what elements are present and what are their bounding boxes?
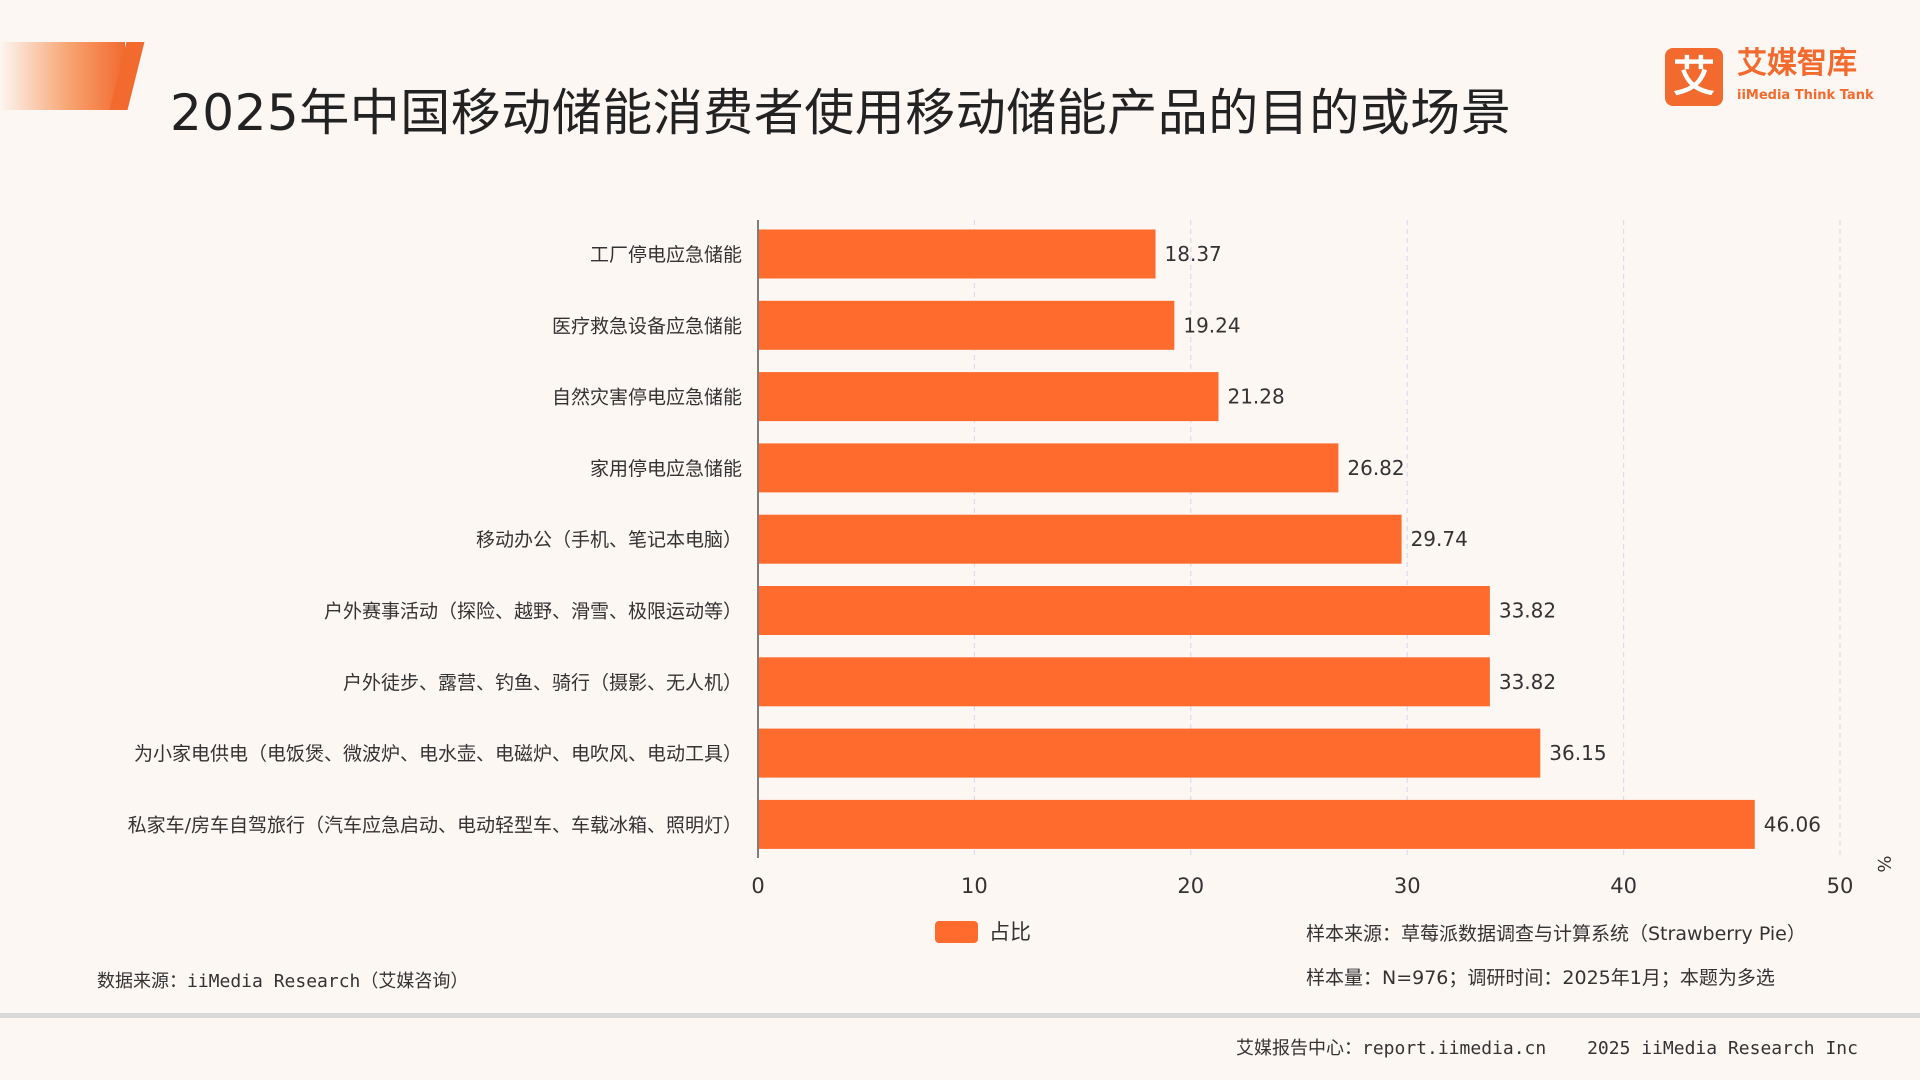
logo-chinese-name: 艾媒智库 bbox=[1737, 46, 1857, 81]
bar-chart: 0 10 20 30 40 50% 18.37 工厂停电应急储能 19.24 医疗救急设备应急储能… bbox=[128, 220, 1894, 898]
data-label-8: 46.06 bbox=[1764, 812, 1821, 836]
footer-report-center: 艾媒报告中心：report.iimedia.cn bbox=[1235, 1038, 1547, 1059]
category-label-5: 户外赛事活动（探险、越野、滑雪、极限运动等） bbox=[324, 601, 742, 623]
footer: 艾媒报告中心：report.iimedia.cn 2025 iiMedia Re… bbox=[1236, 1036, 1858, 1062]
bar-6 bbox=[759, 657, 1490, 707]
data-label-6: 33.82 bbox=[1499, 670, 1556, 694]
logo-english-name: iiMedia Think Tank bbox=[1737, 88, 1874, 103]
sample-size-note: 样本量：N=976；调研时间：2025年1月；本题为多选 bbox=[1306, 967, 1775, 989]
data-label-1: 19.24 bbox=[1183, 313, 1240, 337]
x-axis-unit: % bbox=[1873, 855, 1894, 872]
data-label-0: 18.37 bbox=[1165, 242, 1222, 266]
bar-1 bbox=[759, 300, 1175, 350]
x-tick-label-5: 50 bbox=[1827, 874, 1854, 898]
x-tick-label-2: 20 bbox=[1177, 874, 1204, 898]
legend-label: 占比 bbox=[989, 920, 1031, 944]
bar-8 bbox=[759, 799, 1755, 849]
bar-7 bbox=[759, 728, 1541, 778]
bar-3 bbox=[759, 443, 1339, 493]
data-label-4: 29.74 bbox=[1411, 527, 1468, 551]
footer-divider bbox=[0, 1013, 1920, 1018]
x-tick-label-1: 10 bbox=[961, 874, 988, 898]
bar-0 bbox=[759, 229, 1156, 279]
x-tick-label-3: 30 bbox=[1394, 874, 1421, 898]
data-label-2: 21.28 bbox=[1227, 385, 1284, 409]
category-label-7: 为小家电供电（电饭煲、微波炉、电水壶、电磁炉、电吹风、电动工具） bbox=[134, 743, 742, 765]
bar-5 bbox=[759, 586, 1490, 635]
category-label-8: 私家车/房车自驾旅行（汽车应急启动、电动轻型车、车载冰箱、照明灯） bbox=[128, 814, 742, 836]
x-tick-label-0: 0 bbox=[751, 874, 764, 898]
data-source-note: 数据来源：iiMedia Research（艾媒咨询） bbox=[97, 971, 469, 992]
header-accent-bar bbox=[0, 42, 125, 110]
footer-copyright: 2025 iiMedia Research Inc bbox=[1587, 1038, 1858, 1059]
legend-swatch bbox=[935, 921, 978, 943]
bar-4 bbox=[759, 514, 1402, 564]
category-label-3: 家用停电应急储能 bbox=[590, 458, 742, 480]
bar-2 bbox=[759, 372, 1219, 422]
data-label-3: 26.82 bbox=[1347, 456, 1404, 480]
brand-logo: 艾 艾媒智库 iiMedia Think Tank bbox=[1665, 44, 1875, 110]
category-label-1: 医疗救急设备应急储能 bbox=[552, 315, 742, 337]
data-label-7: 36.15 bbox=[1549, 741, 1606, 765]
category-label-0: 工厂停电应急储能 bbox=[590, 244, 742, 266]
category-label-2: 自然灾害停电应急储能 bbox=[552, 387, 742, 409]
category-label-4: 移动办公（手机、笔记本电脑） bbox=[476, 529, 742, 551]
logo-icon: 艾 bbox=[1665, 48, 1723, 106]
data-label-5: 33.82 bbox=[1499, 599, 1556, 623]
category-label-6: 户外徒步、露营、钓鱼、骑行（摄影、无人机） bbox=[343, 672, 742, 694]
x-tick-label-4: 40 bbox=[1610, 874, 1637, 898]
page-title: 2025年中国移动储能消费者使用移动储能产品的目的或场景 bbox=[170, 83, 1512, 142]
sample-source-note: 样本来源：草莓派数据调查与计算系统（Strawberry Pie） bbox=[1306, 923, 1806, 945]
